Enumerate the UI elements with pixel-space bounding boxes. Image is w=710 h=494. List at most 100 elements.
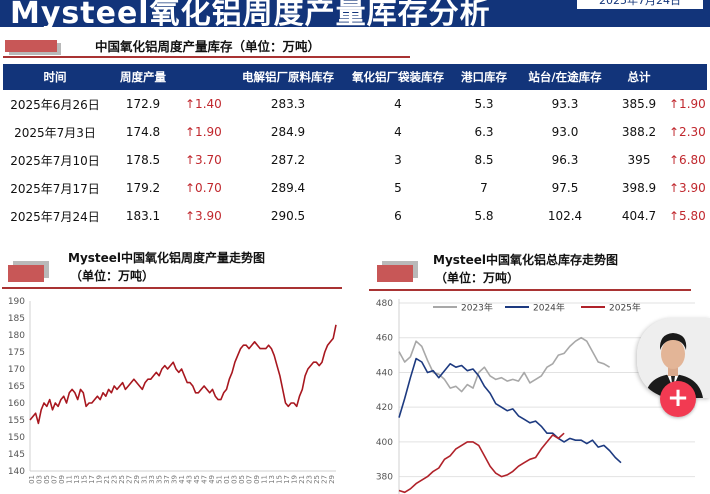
y-tick-label: 460 — [376, 334, 393, 344]
y-tick-label: 185 — [8, 314, 25, 324]
table-cell: ↑3.90 — [185, 209, 222, 223]
table-cell: 172.9 — [125, 97, 161, 111]
table-cell: 7 — [480, 181, 488, 195]
x-tick-label: 33 — [148, 475, 156, 484]
y-tick-label: 400 — [376, 438, 393, 448]
production-chart-title: Mysteel中国氧化铝周度产量走势图 — [68, 251, 266, 265]
x-tick-label: 17 — [283, 475, 291, 484]
table-cell: 93.0 — [551, 125, 579, 139]
legend-label: 2024年 — [533, 302, 565, 314]
title-banner: Mysteel氧化铝周度产量库存分析 2025年7月24日 — [0, 0, 710, 27]
y-tick-label: 155 — [8, 416, 25, 426]
column-header: 氧化铝厂袋装库存 — [352, 70, 444, 84]
x-tick-label: 09 — [58, 475, 66, 484]
table-cell: 178.5 — [125, 153, 161, 167]
table-cell: 283.3 — [270, 97, 306, 111]
section-divider — [3, 56, 410, 58]
table-cell: ↑3.90 — [669, 181, 706, 195]
table-row: 2025年6月26日 172.9 ↑1.40 283.3 4 5.3 93.3 385.9 ↑1… — [3, 90, 707, 118]
inventory-series-line — [398, 336, 611, 393]
table-cell: ↑0.70 — [185, 181, 222, 195]
chart-divider — [369, 289, 691, 291]
x-tick-label: 29 — [328, 475, 336, 484]
table-cell: ↑2.30 — [669, 125, 706, 139]
column-header: 站台/在途库存 — [528, 70, 602, 84]
x-tick-label: 27 — [321, 475, 329, 484]
x-tick-label: 47 — [201, 475, 209, 484]
x-tick-label: 13 — [268, 475, 276, 484]
inventory-chart-panel: Mysteel中国氧化铝总库存走势图 （单位：万吨） 380 400 420 440 4… — [355, 245, 710, 494]
table-cell: 395 — [627, 153, 651, 167]
table-cell: ↑1.90 — [185, 125, 222, 139]
x-tick-label: 09 — [253, 475, 261, 484]
y-tick-label: 180 — [8, 331, 25, 341]
table-cell: 179.2 — [125, 181, 161, 195]
x-tick-label: 01 — [223, 475, 231, 484]
x-tick-label: 23 — [306, 475, 314, 484]
inventory-table: 时间 周度产量 电解铝厂原料库存 氧化铝厂袋装库存 港口库存 站台/在途库存 总计 2025… — [3, 64, 707, 230]
table-cell: 102.4 — [547, 209, 583, 223]
column-header: 港口库存 — [461, 70, 507, 84]
row-date: 2025年7月24日 — [10, 209, 100, 224]
table-title: 中国氧化铝周度产量库存（单位：万吨） — [95, 39, 321, 54]
y-tick-label: 145 — [8, 450, 25, 460]
section-marker — [5, 40, 57, 52]
table-row: 2025年7月24日 183.1 ↑3.90 290.5 6 5.8 102.4 404.7 ↑… — [3, 202, 707, 230]
table-cell: 5.3 — [474, 97, 494, 111]
x-tick-label: 27 — [126, 475, 134, 484]
table-cell: 6.3 — [474, 125, 494, 139]
x-tick-label: 11 — [66, 475, 74, 484]
table-cell: 284.9 — [270, 125, 306, 139]
x-tick-label: 15 — [81, 475, 89, 484]
y-tick-label: 165 — [8, 382, 25, 392]
x-tick-label: 19 — [291, 475, 299, 484]
production-chart-subtitle: （单位：万吨） — [70, 269, 155, 283]
table-cell: 93.3 — [551, 97, 579, 111]
table-row: 2025年7月10日 178.5 ↑3.70 287.2 3 8.5 96.3 395 ↑6.8… — [3, 146, 707, 174]
y-tick-label: 420 — [376, 403, 393, 413]
x-tick-label: 29 — [133, 475, 141, 484]
y-tick-label: 170 — [8, 365, 25, 375]
x-tick-label: 25 — [313, 475, 321, 484]
table-cell: ↑5.80 — [669, 209, 706, 223]
y-tick-label: 440 — [376, 368, 393, 378]
x-tick-label: 25 — [118, 475, 126, 484]
chart-marker — [8, 265, 44, 282]
x-tick-label: 37 — [163, 475, 171, 484]
x-tick-label: 01 — [28, 475, 36, 484]
row-date: 2025年7月3日 — [14, 125, 96, 140]
production-series-line — [29, 324, 337, 425]
x-tick-label: 07 — [246, 475, 254, 484]
legend-label: 2025年 — [609, 302, 641, 314]
table-cell: 388.2 — [621, 125, 657, 139]
column-header — [179, 64, 233, 90]
table-body: 2025年6月26日 172.9 ↑1.40 283.3 4 5.3 93.3 385.9 ↑1… — [3, 90, 707, 230]
x-tick-label: 19 — [96, 475, 104, 484]
table-cell: 404.7 — [621, 209, 657, 223]
y-tick-label: 480 — [376, 299, 393, 309]
x-tick-label: 03 — [231, 475, 239, 484]
x-tick-label: 07 — [51, 475, 59, 484]
production-chart-panel: Mysteel中国氧化铝周度产量走势图 （单位：万吨） 140 145 150 155… — [0, 245, 352, 494]
row-date: 2025年6月26日 — [10, 97, 100, 112]
add-follow-button[interactable]: + — [660, 381, 696, 417]
table-header-row: 时间 周度产量 电解铝厂原料库存 氧化铝厂袋装库存 港口库存 站台/在途库存 总计 — [3, 64, 707, 90]
table-section-header: 中国氧化铝周度产量库存（单位：万吨） — [3, 34, 410, 58]
table-cell: 385.9 — [621, 97, 657, 111]
table-cell: 97.5 — [551, 181, 579, 195]
x-tick-label: 23 — [111, 475, 119, 484]
chart-divider — [2, 287, 342, 289]
table-cell: 287.2 — [270, 153, 306, 167]
x-tick-label: 17 — [88, 475, 96, 484]
x-tick-label: 03 — [36, 475, 44, 484]
y-tick-label: 175 — [8, 348, 25, 358]
y-tick-label: 380 — [376, 473, 393, 483]
table-row: 2025年7月3日 174.8 ↑1.90 284.9 4 6.3 93.0 388.2 ↑2.… — [3, 118, 707, 146]
table-cell: 183.1 — [125, 209, 161, 223]
x-tick-label: 41 — [178, 475, 186, 484]
table-cell: 4 — [394, 125, 402, 139]
table-cell: 4 — [394, 97, 402, 111]
inventory-series-line — [398, 432, 565, 494]
x-tick-label: 43 — [186, 475, 194, 484]
